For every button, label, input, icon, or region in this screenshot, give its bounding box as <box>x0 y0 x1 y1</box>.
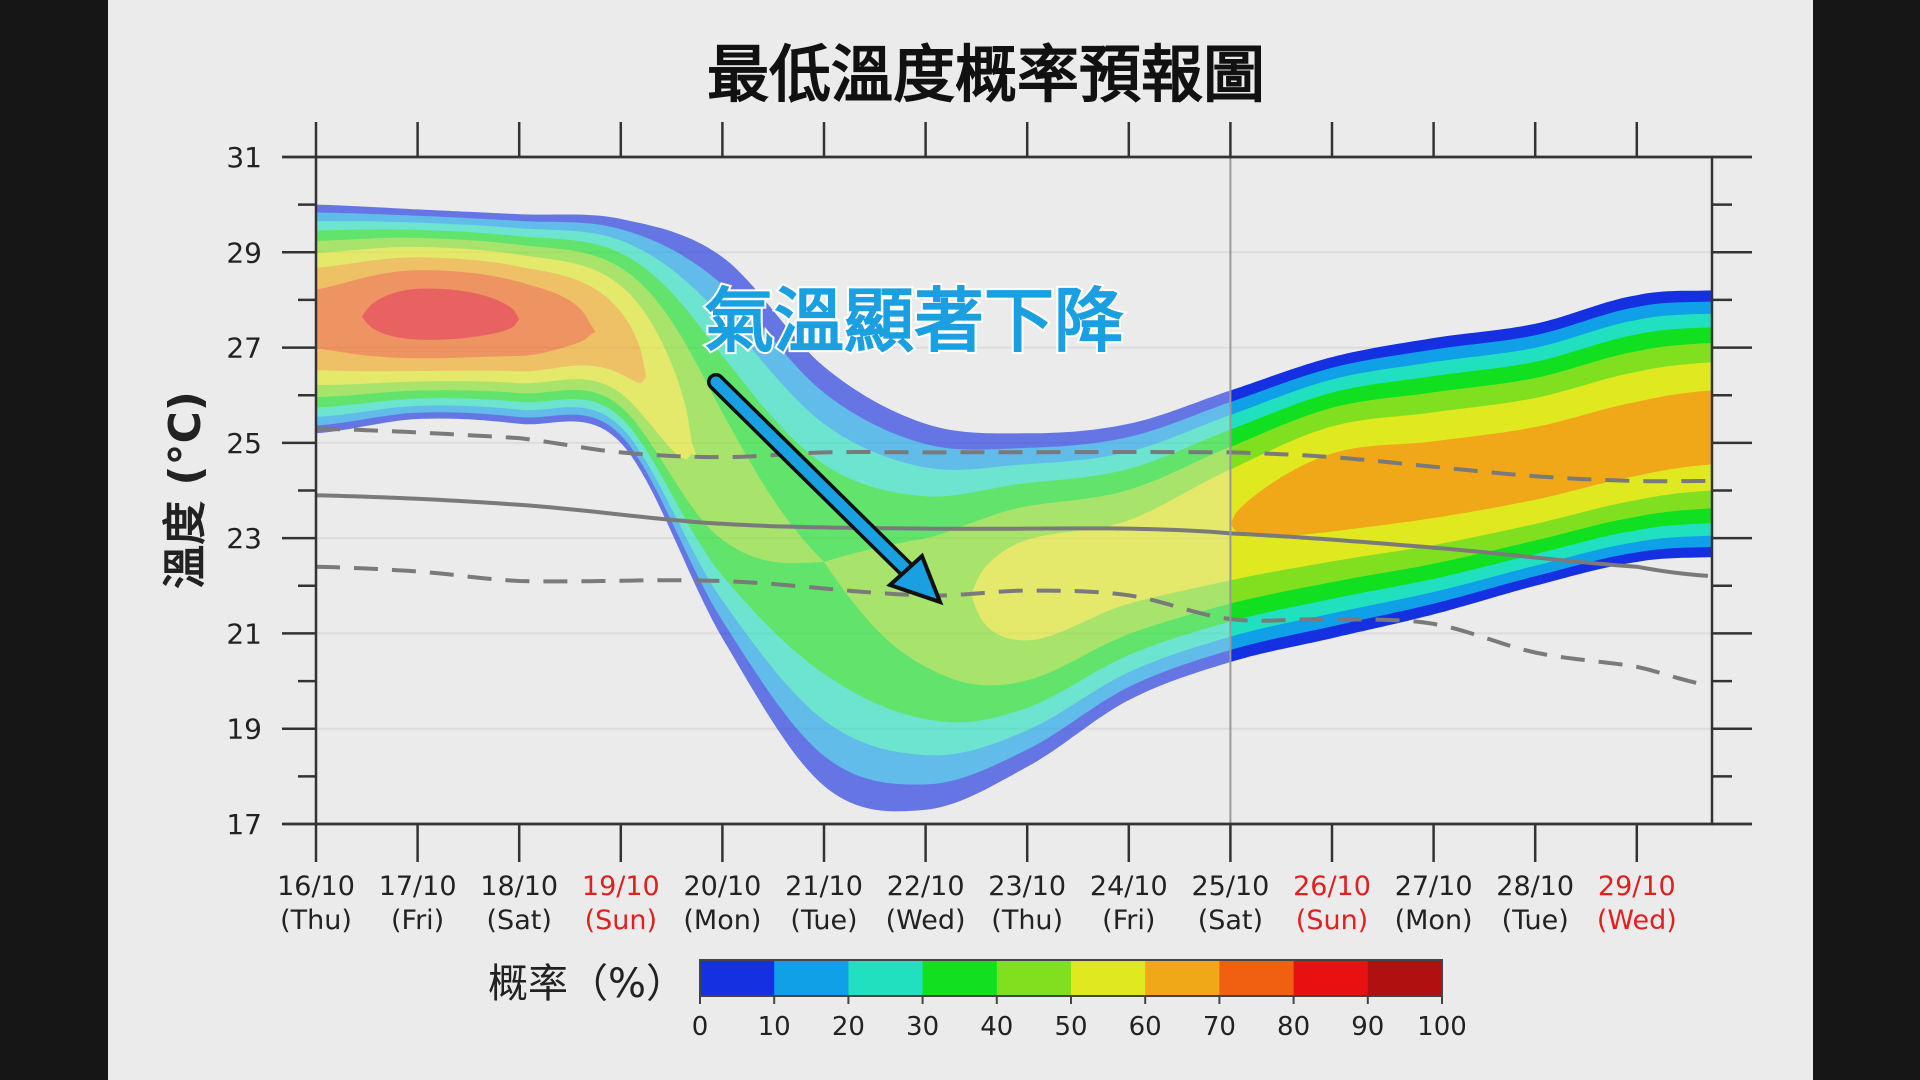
colorbar-tick-label: 100 <box>1417 1012 1467 1042</box>
colorbar-swatch-30 <box>922 960 998 996</box>
x-tick-label-date: 24/10 <box>1090 871 1168 902</box>
x-tick-label-day: (Sat) <box>487 905 552 936</box>
colorbar-tick-label: 40 <box>980 1012 1013 1042</box>
y-tick-label: 31 <box>226 141 262 174</box>
y-tick-label: 27 <box>226 332 262 365</box>
x-tick-label-day: (Fri) <box>1102 905 1155 936</box>
x-tick-label-date: 29/10 <box>1598 871 1676 902</box>
colorbar-tick-label: 10 <box>758 1012 791 1042</box>
y-tick-label: 19 <box>226 713 262 746</box>
colorbar-tick-label: 90 <box>1351 1012 1384 1042</box>
x-tick-label-date: 26/10 <box>1293 871 1371 902</box>
x-tick-label-date: 16/10 <box>277 871 355 902</box>
x-tick-label-date: 20/10 <box>683 871 761 902</box>
reference-lines <box>315 157 1709 824</box>
x-tick-label-date: 17/10 <box>379 871 457 902</box>
probability-bands-late <box>1231 290 1712 662</box>
y-axis-label: 溫度 (°C) <box>160 391 211 589</box>
colorbar-swatch-80 <box>1293 960 1369 996</box>
probability-band-70-80 <box>316 270 1231 597</box>
x-tick-label-day: (Sun) <box>585 905 657 936</box>
y-tick-label: 29 <box>226 236 262 269</box>
x-tick-label-date: 25/10 <box>1191 871 1269 902</box>
probability-band-80-90 <box>316 288 1231 597</box>
x-tick-label-day: (Fri) <box>391 905 444 936</box>
probability-band-60-70 <box>1231 390 1712 536</box>
x-tick-label-date: 18/10 <box>480 871 558 902</box>
x-tick-label-date: 27/10 <box>1395 871 1473 902</box>
x-tick-label-day: (Thu) <box>280 905 352 936</box>
x-tick-label-day: (Sun) <box>1296 905 1368 936</box>
probability-bands-early <box>316 204 1231 812</box>
x-tick-label-day: (Mon) <box>1395 905 1473 936</box>
colorbar-swatch-10 <box>774 960 849 996</box>
colorbar-tick-label: 20 <box>832 1012 865 1042</box>
x-tick-label-day: (Wed) <box>886 905 966 936</box>
colorbar-swatch-70 <box>1219 960 1295 996</box>
colorbar-tick-label: 60 <box>1129 1012 1162 1042</box>
annotation: 氣溫顯著下降 <box>702 278 1126 606</box>
colorbar-tick-label: 80 <box>1277 1012 1310 1042</box>
colorbar-tick-label: 30 <box>906 1012 939 1042</box>
x-tick-label-day: (Sat) <box>1198 905 1263 936</box>
x-tick-label-day: (Tue) <box>1502 905 1569 936</box>
axes: 171921232527293116/10(Thu)17/10(Fri)18/1… <box>226 122 1752 936</box>
y-tick-label: 25 <box>226 427 262 460</box>
annotation-arrow-shaft-fill <box>710 376 921 584</box>
colorbar-tick-label: 50 <box>1054 1012 1087 1042</box>
colorbar-tick-label: 70 <box>1203 1012 1236 1042</box>
percentile-line-2 <box>315 564 1709 688</box>
y-tick-label: 21 <box>226 617 262 650</box>
x-tick-label-date: 28/10 <box>1496 871 1574 902</box>
x-tick-label-day: (Thu) <box>991 905 1063 936</box>
x-tick-label-date: 21/10 <box>785 871 863 902</box>
percentile-line-1 <box>315 426 1708 484</box>
x-tick-label-date: 23/10 <box>988 871 1066 902</box>
x-tick-label-day: (Mon) <box>683 905 761 936</box>
median-line <box>315 493 1709 578</box>
annotation-text: 氣溫顯著下降 <box>704 280 1124 362</box>
x-tick-label-date: 22/10 <box>887 871 965 902</box>
colorbar: 概率（%） 0 10 20 30 40 50 60 70 80 90 100 <box>488 959 1467 1042</box>
colorbar-label: 概率（%） <box>488 961 686 1007</box>
colorbar-swatch-40 <box>996 960 1072 996</box>
x-tick-label-day: (Tue) <box>790 905 857 936</box>
colorbar-tick-label: 0 <box>692 1012 709 1042</box>
colorbar-swatch-0 <box>700 960 775 996</box>
x-tick-label-date: 19/10 <box>582 871 660 902</box>
chart-title: 最低溫度概率預報圖 <box>707 38 1265 111</box>
colorbar-swatch-50 <box>1071 960 1146 996</box>
y-tick-label: 23 <box>226 522 262 555</box>
annotation-arrow-head <box>886 552 944 606</box>
y-tick-label: 17 <box>226 808 262 841</box>
colorbar-swatch-90 <box>1367 960 1443 996</box>
x-tick-label-day: (Wed) <box>1597 905 1677 936</box>
colorbar-swatch-60 <box>1145 960 1220 996</box>
colorbar-swatch-20 <box>848 960 924 996</box>
